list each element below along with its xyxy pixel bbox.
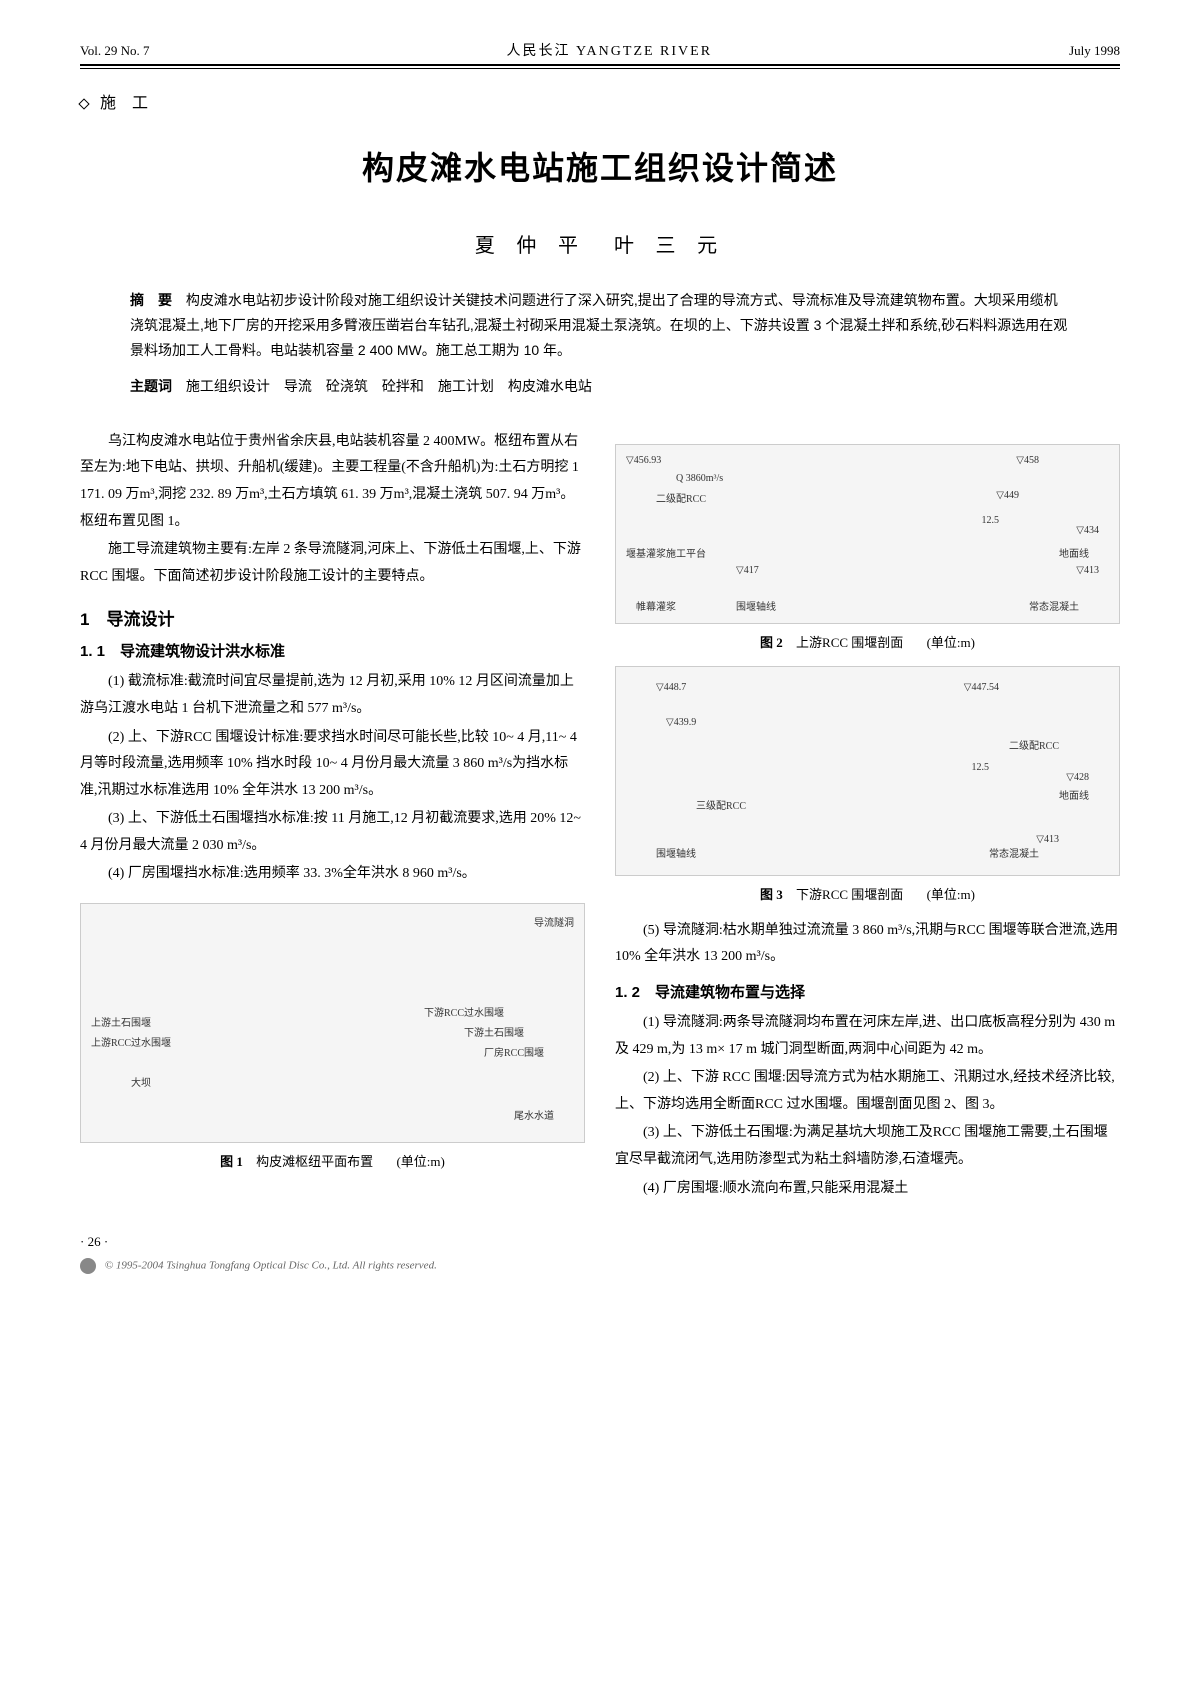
fig2-label: 围堰轴线 — [736, 598, 776, 613]
header-rule — [80, 68, 1120, 69]
fig1-label: 厂房RCC围堰 — [484, 1044, 544, 1059]
para-1-1-5: (5) 导流隧洞:枯水期单独过流流量 3 860 m³/s,汛期与RCC 围堰等… — [615, 918, 1120, 971]
right-column: ▽456.93 ▽458 Q 3860m³/s 二级配RCC ▽449 12.5… — [615, 429, 1120, 1204]
fig2-label: ▽456.93 — [626, 455, 661, 466]
copyright-text: © 1995-2004 Tsinghua Tongfang Optical Di… — [105, 1260, 437, 1272]
abstract-label: 摘 要 — [130, 292, 172, 308]
fig2-label: ▽449 — [996, 490, 1019, 501]
copyright-icon — [80, 1258, 96, 1274]
fig2-label: 二级配RCC — [656, 490, 706, 505]
left-column: 乌江构皮滩水电站位于贵州省余庆县,电站装机容量 2 400MW。枢纽布置从右至左… — [80, 429, 585, 1204]
diamond-icon — [78, 99, 89, 110]
fig1-label: 下游土石围堰 — [464, 1024, 524, 1039]
section-tag: 施 工 — [80, 89, 1120, 113]
heading-1: 1 导流设计 — [80, 605, 585, 630]
page-number: · 26 · — [80, 1234, 1120, 1250]
fig2-label: 堰基灌浆施工平台 — [626, 545, 706, 560]
para-1-1-1: (1) 截流标准:截流时间宜尽量提前,选为 12 月初,采用 10% 12 月区… — [80, 669, 585, 722]
fig2-label: Q 3860m³/s — [676, 473, 723, 484]
section-label: 施 工 — [100, 95, 148, 112]
abstract: 摘 要 构皮滩水电站初步设计阶段对施工组织设计关键技术问题进行了深入研究,提出了… — [130, 288, 1070, 364]
publication-date: July 1998 — [1069, 43, 1120, 59]
fig2-label: 地面线 — [1059, 545, 1089, 560]
fig2-label: ▽413 — [1076, 565, 1099, 576]
fig2-label: ▽458 — [1016, 455, 1039, 466]
para-1-1-2: (2) 上、下游RCC 围堰设计标准:要求挡水时间尽可能长些,比较 10~ 4 … — [80, 725, 585, 805]
fig-number: 图 2 — [760, 635, 783, 650]
keywords-text: 施工组织设计 导流 砼浇筑 砼拌和 施工计划 构皮滩水电站 — [186, 378, 592, 394]
fig1-label: 上游土石围堰 — [91, 1014, 151, 1029]
figure-3: ▽448.7 ▽447.54 ▽439.9 二级配RCC 12.5 ▽428 三… — [615, 666, 1120, 903]
fig2-label: 帷幕灌浆 — [636, 598, 676, 613]
fig1-label: 下游RCC过水围堰 — [424, 1004, 504, 1019]
article-title: 构皮滩水电站施工组织设计简述 — [80, 143, 1120, 189]
fig1-label: 大坝 — [131, 1074, 151, 1089]
fig3-label: 常态混凝土 — [989, 845, 1039, 860]
keywords: 主题词 施工组织设计 导流 砼浇筑 砼拌和 施工计划 构皮滩水电站 — [130, 374, 1070, 399]
figure-2-caption: 图 2 上游RCC 围堰剖面 (单位:m) — [615, 632, 1120, 651]
fig1-label: 上游RCC过水围堰 — [91, 1034, 171, 1049]
fig1-label: 导流隧洞 — [534, 914, 574, 929]
para-1-2-1: (1) 导流隧洞:两条导流隧洞均布置在河床左岸,进、出口底板高程分别为 430 … — [615, 1010, 1120, 1063]
para-1-2-4: (4) 厂房围堰:顺水流向布置,只能采用混凝土 — [615, 1176, 1120, 1203]
fig-unit: (单位:m) — [396, 1154, 444, 1169]
para-1-2-3: (3) 上、下游低土石围堰:为满足基坑大坝施工及RCC 围堰施工需要,土石围堰宜… — [615, 1120, 1120, 1173]
intro-para-2: 施工导流建筑物主要有:左岸 2 条导流隧洞,河床上、下游低土石围堰,上、下游RC… — [80, 537, 585, 590]
fig3-label: ▽428 — [1066, 772, 1089, 783]
fig1-label: 尾水水道 — [514, 1107, 554, 1122]
heading-1-2: 1. 2 导流建筑物布置与选择 — [615, 981, 1120, 1002]
fig3-label: ▽447.54 — [964, 682, 999, 693]
journal-name: 人民长江 YANGTZE RIVER — [507, 40, 713, 60]
figure-1-image: 导流隧洞 上游土石围堰 上游RCC过水围堰 大坝 下游RCC过水围堰 下游土石围… — [80, 903, 585, 1143]
fig3-label: 围堰轴线 — [656, 845, 696, 860]
two-column-body: 乌江构皮滩水电站位于贵州省余庆县,电站装机容量 2 400MW。枢纽布置从右至左… — [80, 429, 1120, 1204]
fig-title: 上游RCC 围堰剖面 — [796, 635, 903, 650]
volume-issue: Vol. 29 No. 7 — [80, 43, 149, 59]
intro-para-1: 乌江构皮滩水电站位于贵州省余庆县,电站装机容量 2 400MW。枢纽布置从右至左… — [80, 429, 585, 535]
fig-number: 图 3 — [760, 887, 783, 902]
fig-title: 下游RCC 围堰剖面 — [796, 887, 903, 902]
figure-1-caption: 图 1 构皮滩枢纽平面布置 (单位:m) — [80, 1151, 585, 1170]
abstract-text: 构皮滩水电站初步设计阶段对施工组织设计关键技术问题进行了深入研究,提出了合理的导… — [130, 292, 1067, 358]
heading-1-1: 1. 1 导流建筑物设计洪水标准 — [80, 640, 585, 661]
copyright: © 1995-2004 Tsinghua Tongfang Optical Di… — [80, 1258, 1120, 1274]
fig-unit: (单位:m) — [927, 887, 975, 902]
fig3-label: ▽448.7 — [656, 682, 686, 693]
figure-1: 导流隧洞 上游土石围堰 上游RCC过水围堰 大坝 下游RCC过水围堰 下游土石围… — [80, 903, 585, 1170]
fig-unit: (单位:m) — [927, 635, 975, 650]
page-header: Vol. 29 No. 7 人民长江 YANGTZE RIVER July 19… — [80, 40, 1120, 66]
para-1-2-2: (2) 上、下游 RCC 围堰:因导流方式为枯水期施工、汛期过水,经技术经济比较… — [615, 1065, 1120, 1118]
fig2-label: ▽434 — [1076, 525, 1099, 536]
fig-title: 构皮滩枢纽平面布置 — [256, 1154, 373, 1169]
fig3-label: 三级配RCC — [696, 797, 746, 812]
fig2-label: 常态混凝土 — [1029, 598, 1079, 613]
fig3-label: 二级配RCC — [1009, 737, 1059, 752]
figure-2-image: ▽456.93 ▽458 Q 3860m³/s 二级配RCC ▽449 12.5… — [615, 444, 1120, 624]
fig2-label: ▽417 — [736, 565, 759, 576]
figure-3-image: ▽448.7 ▽447.54 ▽439.9 二级配RCC 12.5 ▽428 三… — [615, 666, 1120, 876]
fig-number: 图 1 — [220, 1154, 243, 1169]
fig3-label: 地面线 — [1059, 787, 1089, 802]
fig3-label: ▽413 — [1036, 834, 1059, 845]
para-1-1-3: (3) 上、下游低土石围堰挡水标准:按 11 月施工,12 月初截流要求,选用 … — [80, 806, 585, 859]
figure-2: ▽456.93 ▽458 Q 3860m³/s 二级配RCC ▽449 12.5… — [615, 444, 1120, 651]
fig2-label: 12.5 — [982, 515, 1000, 526]
fig3-label: 12.5 — [972, 762, 990, 773]
keywords-label: 主题词 — [130, 378, 172, 394]
fig3-label: ▽439.9 — [666, 717, 696, 728]
figure-3-caption: 图 3 下游RCC 围堰剖面 (单位:m) — [615, 884, 1120, 903]
para-1-1-4: (4) 厂房围堰挡水标准:选用频率 33. 3%全年洪水 8 960 m³/s。 — [80, 861, 585, 888]
authors: 夏 仲 平 叶 三 元 — [80, 229, 1120, 258]
